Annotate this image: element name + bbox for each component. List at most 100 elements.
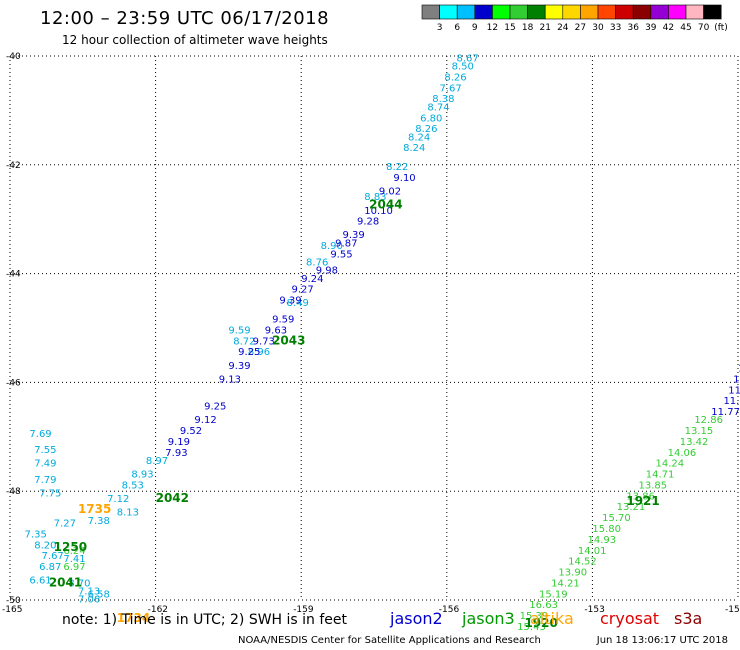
- color-scale-label: 33: [610, 23, 621, 33]
- wave-height-value: 8.70: [68, 578, 90, 589]
- color-swatch: [492, 4, 511, 20]
- y-tick-label: -44: [6, 270, 21, 280]
- wave-height-value: 8.49: [287, 298, 309, 309]
- wave-height-value: 9.19: [168, 437, 190, 448]
- chart-title: 12:00 – 23:59 UTC 06/17/2018: [40, 8, 329, 29]
- color-scale-label: 6: [454, 23, 460, 33]
- pass-time-labels: 2044 2043 2042 1250 2041 1735 1734 1921 1920: [49, 197, 660, 630]
- footer-timestamp: Jun 18 13:06:17 UTC 2018: [596, 635, 728, 646]
- wave-height-value: 8.26: [415, 124, 437, 135]
- wave-height-value: 8.53: [122, 480, 144, 491]
- wave-height-value: 11.77: [711, 407, 740, 418]
- satellite-legend: jason2 jason3 altika cryosat s3a: [389, 609, 702, 628]
- color-swatch: [615, 4, 634, 20]
- wave-height-value: 9.98: [316, 266, 338, 277]
- wave-height-value: 15.43: [517, 622, 546, 633]
- wave-height-value: 7.55: [34, 445, 56, 456]
- pass-time-label: 2043: [272, 333, 305, 347]
- pass-time-label: 1734: [117, 611, 150, 625]
- wave-height-value: 8.90: [321, 241, 343, 252]
- wave-height-value: 14.21: [551, 578, 580, 589]
- wave-height-value: 7.27: [54, 519, 76, 530]
- footer-credit: NOAA/NESDIS Center for Satellite Applica…: [238, 635, 541, 646]
- wave-height-value: 13.42: [680, 437, 709, 448]
- wave-height-value: 9.10: [393, 173, 415, 184]
- wave-height-value: 14.01: [578, 546, 607, 557]
- color-scale-label: 12: [487, 23, 498, 33]
- color-scale-label: 27: [575, 23, 586, 33]
- wave-height-value: 9.55: [330, 249, 352, 260]
- wave-height-value: 9.39: [342, 230, 364, 241]
- color-scale-label: 18: [522, 23, 534, 33]
- wave-height-value: 13.21: [617, 502, 646, 513]
- color-swatch: [474, 4, 493, 20]
- wave-height-value: 13.15: [685, 426, 714, 437]
- wave-height-value: 7.67: [440, 83, 462, 94]
- wave-height-value: 6.80: [420, 113, 442, 124]
- x-tick-label: -162: [148, 605, 168, 615]
- wave-height-value: 9.87: [335, 238, 357, 249]
- pass-time-label: 1250: [54, 540, 87, 554]
- wave-height-value: 15.70: [602, 513, 631, 524]
- wave-height-value: 9.28: [357, 217, 379, 228]
- wave-height-value: 9.52: [180, 426, 202, 437]
- wave-height-value: 14.52: [568, 557, 597, 568]
- x-tick-label: -150: [725, 605, 740, 615]
- satellite-legend-item: altika: [530, 609, 574, 628]
- wave-height-value: 8.93: [131, 470, 153, 481]
- color-scale-label: 42: [663, 23, 674, 33]
- wave-height-value: 7.35: [25, 529, 47, 540]
- wave-height-value: 6.58: [88, 589, 110, 600]
- pass-time-label: 1921: [626, 494, 659, 508]
- wave-height-value: 8.74: [427, 102, 449, 113]
- wave-height-value: 8.38: [432, 94, 454, 105]
- wave-height-value: 9.12: [194, 415, 216, 426]
- wave-height-value: 9.13: [219, 374, 241, 385]
- wave-height-value: 7.79: [34, 475, 56, 486]
- wave-height-value: 12.86: [694, 415, 723, 426]
- wave-height-value: 6.97: [63, 562, 85, 573]
- wave-height-value: 6.61: [29, 576, 51, 587]
- wave-height-value: 8.20: [34, 540, 56, 551]
- color-swatch: [456, 4, 476, 20]
- wave-height-value: 7.13: [78, 587, 100, 598]
- wave-height-value: 9.59: [272, 315, 294, 326]
- wave-height-value: 7.93: [165, 448, 187, 459]
- y-tick-label: -50: [6, 596, 21, 606]
- wave-height-value: 9.39: [228, 361, 250, 372]
- color-swatch: [597, 4, 616, 20]
- wave-height-value: 7.49: [34, 459, 56, 470]
- color-swatch: [632, 4, 652, 20]
- x-tick-label: -156: [439, 605, 460, 615]
- color-scale-label: 36: [627, 23, 639, 33]
- wave-height-value: 7.67: [42, 551, 64, 562]
- wave-height-value: 13.85: [639, 480, 668, 491]
- wave-height-value: 11: [733, 374, 740, 385]
- wave-height-value: 9.59: [228, 325, 250, 336]
- wave-height-value: 7.75: [39, 489, 61, 500]
- wave-height-value: 8.76: [306, 257, 328, 268]
- x-tick-label: -165: [2, 605, 22, 615]
- wave-height-value: 8.96: [248, 347, 270, 358]
- wave-height-value: 8.97: [146, 456, 168, 467]
- wave-height-value: 9.02: [379, 187, 401, 198]
- color-scale-label: 24: [557, 23, 569, 33]
- wave-height-value: 9.25: [238, 347, 260, 358]
- satellite-legend-item: s3a: [674, 609, 702, 628]
- color-swatch: [650, 4, 669, 20]
- x-tick-label: -153: [584, 605, 604, 615]
- wave-height-value: 8.13: [117, 508, 139, 519]
- wave-height-value: 6.87: [39, 562, 61, 573]
- y-tick-label: -42: [6, 161, 21, 171]
- wave-height-value: 13.86: [626, 491, 655, 502]
- wave-height-value: 16.63: [529, 600, 558, 611]
- x-tick-label: -159: [293, 605, 314, 615]
- color-swatch: [703, 4, 722, 20]
- color-scale-label: 3: [437, 23, 443, 33]
- pass-time-label: 2042: [156, 491, 189, 505]
- axis-ticks: -40 -42 -44 -46 -48 -50-165 -162 -159 -156 -153 -1…: [2, 52, 740, 615]
- wave-height-value: 9.24: [301, 274, 323, 285]
- wave-height-value: 14.71: [646, 470, 675, 481]
- color-scale-legend: 3 6 9 12 15 18 21 24 27 30 33 36 39 42 45 70 (ft): [421, 4, 728, 33]
